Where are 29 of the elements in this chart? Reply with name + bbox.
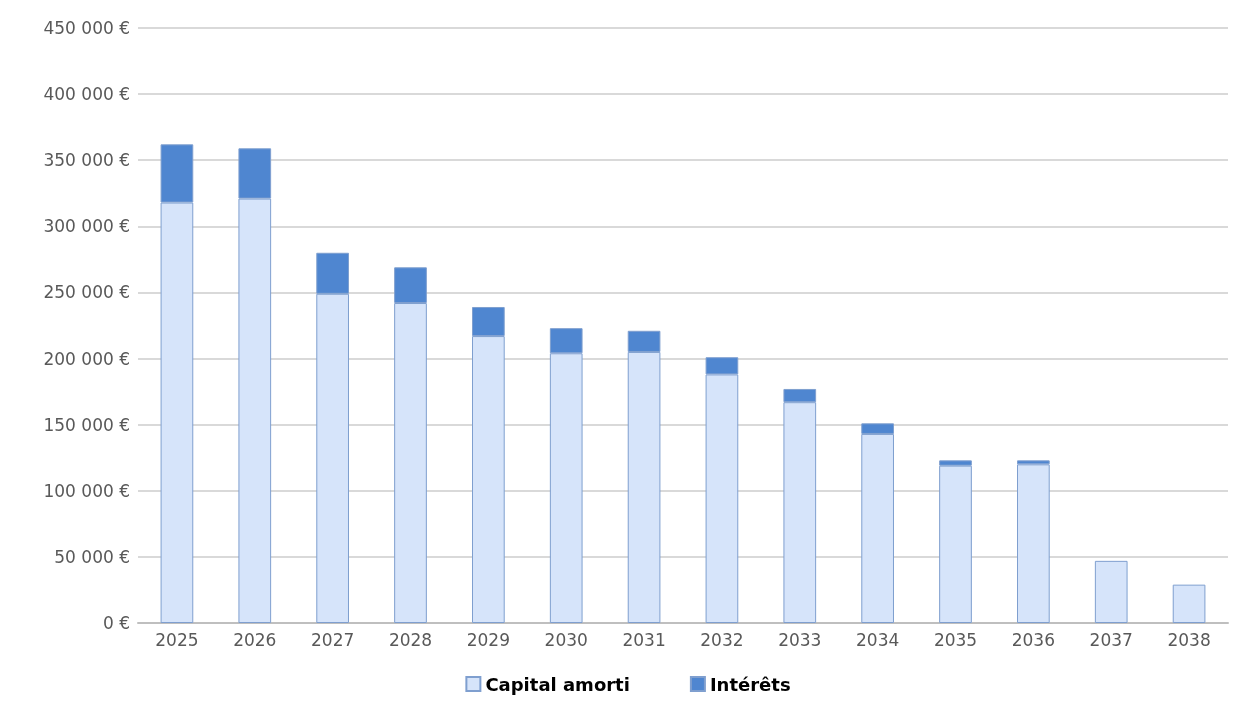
y-tick-label: 400 000 € [43,84,130,105]
y-tick-label: 450 000 € [43,18,130,38]
x-tick-label: 2037 [1089,629,1133,650]
y-tick-label: 200 000 € [43,348,130,369]
y-tick-label: 300 000 € [43,216,130,237]
y-tick-label: 150 000 € [43,414,130,435]
x-tick-label: 2032 [700,629,744,650]
y-tick-label: 0 € [102,613,130,633]
legend-label: Capital amorti [485,673,630,695]
x-tick-label: 2029 [466,629,510,650]
x-tick-label: 2026 [233,629,277,650]
y-tick-label: 350 000 € [43,150,130,171]
bar [1094,560,1128,623]
y-tick-label: 50 000 € [54,546,130,567]
x-tick-label: 2036 [1011,629,1055,650]
legend-label: Intérêts [709,673,791,695]
x-tick-label: 2034 [856,629,900,650]
x-tick-label: 2033 [778,629,822,650]
x-tick-label: 2038 [1167,629,1211,650]
x-tick-label: 2027 [311,629,355,650]
x-tick-label: 2028 [388,629,433,650]
bar [1172,584,1206,623]
x-tick-label: 2030 [544,629,588,650]
x-tick-label: 2031 [622,629,666,650]
y-tick-label: 100 000 € [43,480,130,501]
y-tick-label: 250 000 € [43,282,130,303]
bar [1017,464,1050,623]
x-tick-label: 2035 [933,629,978,650]
x-tick-label: 2025 [155,629,199,650]
